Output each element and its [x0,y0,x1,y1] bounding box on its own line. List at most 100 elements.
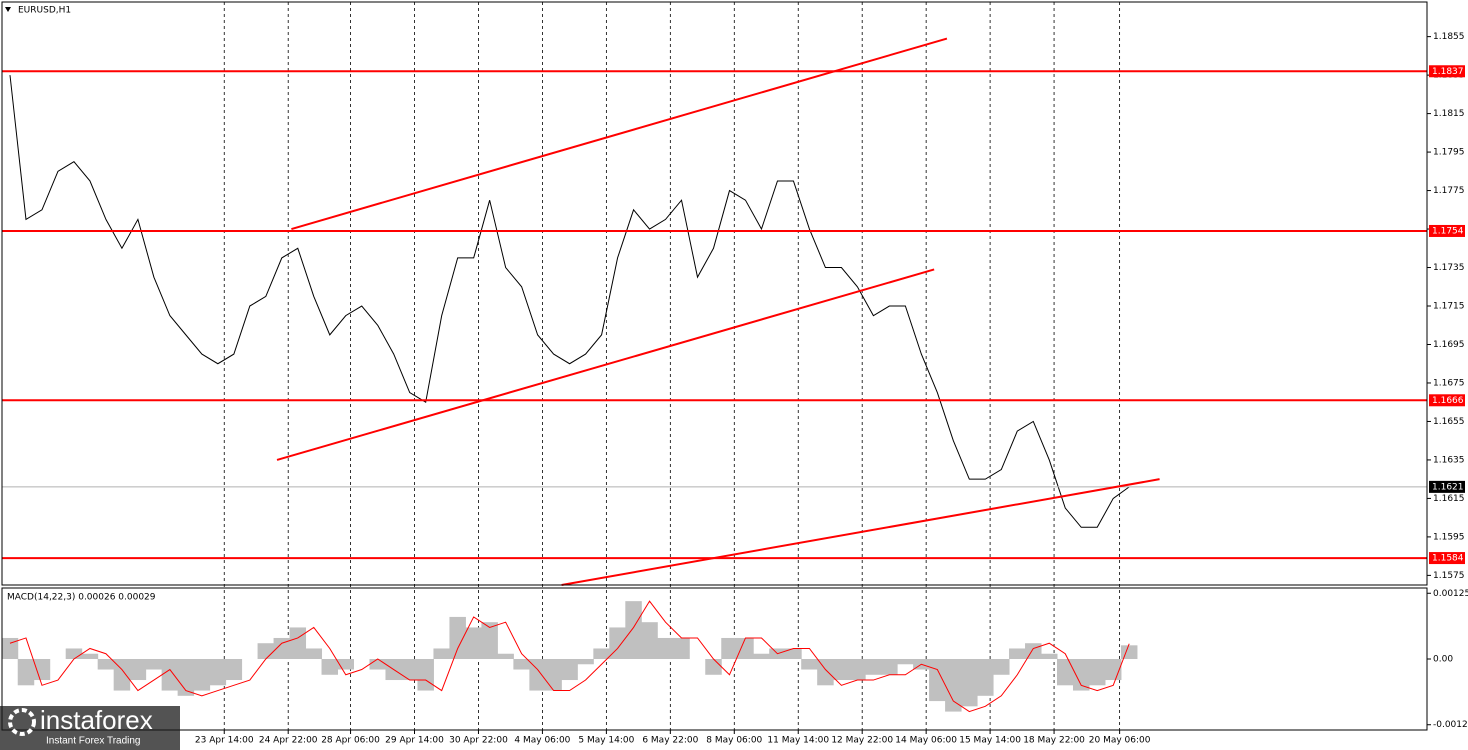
macd-bar [1041,653,1058,659]
y-tick-label: 1.1715 [1433,302,1465,312]
macd-bar [305,648,323,659]
macd-bar [433,648,450,659]
macd-bar [1057,659,1074,686]
macd-bar [1025,643,1042,659]
y-tick-label: 1.1695 [1433,340,1465,350]
macd-bar [513,659,530,670]
macd-bar [881,659,898,675]
level-box [1429,394,1465,407]
macd-bar [401,659,418,681]
trend-line [276,268,935,461]
x-tick-label: 20 May 06:00 [1089,736,1151,746]
chart-title: EURUSD,H1 [18,6,71,16]
macd-bar [193,659,211,691]
y-tick-label: 1.1735 [1433,263,1465,273]
y-tick-label: 1.1775 [1433,186,1465,196]
macd-bar [545,659,562,691]
y-tick-label: 1.1635 [1433,455,1465,465]
x-tick-label: 5 May 14:00 [578,736,634,746]
macd-bar [609,627,626,659]
macd-bar [657,637,674,659]
macd-bar [225,659,243,681]
macd-bar [865,659,882,675]
macd-bar [321,659,339,675]
macd-bar [529,659,546,691]
macd-bar [1088,659,1106,686]
macd-bar [1120,645,1138,659]
level-box [1429,224,1465,237]
y-tick-label: 1.1795 [1433,148,1465,158]
grid-layer [223,2,1121,730]
watermark: instaforex Instant Forex Trading [0,705,180,750]
y-tick-label: 1.1655 [1433,417,1465,427]
macd-bar [97,659,115,670]
x-tick-label: 24 Apr 22:00 [259,736,318,746]
level-label: 1.1584 [1432,554,1464,564]
macd-bar [33,659,51,681]
current-price-label: 1.1621 [1432,482,1464,492]
macd-bar [449,616,466,659]
macd-bar [641,622,658,659]
trend-line [291,37,948,231]
macd-bar [817,659,834,686]
macd-bar [1,637,19,659]
x-tick-label: 8 May 06:00 [706,736,762,746]
macd-bar [65,648,83,659]
macd-bar [337,659,355,670]
macd-bar [497,653,514,659]
current-price-box [1429,480,1465,493]
macd-bar [897,659,914,665]
x-tick-label: 14 May 06:00 [895,736,957,746]
y-tick-label: -0.00125 [1433,720,1468,730]
macd-bar [1009,648,1026,659]
x-tick-label: 18 May 22:00 [1023,736,1085,746]
y-tick-label: 1.1575 [1433,571,1465,581]
macd-bar [785,648,802,659]
macd-bar [417,659,434,691]
macd-bar [17,659,35,686]
watermark-tagline: Instant Forex Trading [46,736,141,747]
macd-bar [625,601,642,659]
macd-bar [209,659,227,686]
macd-bar [849,659,866,681]
y-tick-label: 1.1815 [1433,109,1465,119]
macd-bar [161,659,179,691]
title-marker [5,7,11,12]
macd-bar [993,659,1010,675]
level-label: 1.1837 [1432,67,1464,77]
macd-bar [929,659,946,702]
y-tick-label: 0.00 [1433,655,1453,665]
macd-bar [289,627,307,659]
macd-bar [801,659,818,670]
x-tick-label: 28 Apr 06:00 [321,736,380,746]
price-panel-frame [1,1,1428,586]
macd-bar [961,659,978,707]
macd-bar [129,659,147,681]
x-tick-label: 6 May 22:00 [642,736,698,746]
macd-bar [721,637,738,659]
x-tick-label: 11 May 14:00 [767,736,829,746]
y-tick-label: 1.1595 [1433,532,1465,542]
level-label: 1.1754 [1432,226,1464,236]
y-tick-label: 0.00125 [1433,589,1468,599]
macd-bar [1072,659,1090,691]
macd-bar [753,653,770,659]
macd-bar [481,622,498,659]
macd-bar [705,659,722,675]
macd-bar [945,659,962,712]
macd-title: MACD(14,22,3) 0.00026 0.00029 [7,593,156,603]
macd-bar [833,659,850,681]
y-tick-label: 1.1855 [1433,32,1465,42]
macd-bar [465,627,482,659]
macd-bar [81,653,99,659]
macd-bar [257,643,275,659]
x-tick-label: 4 May 06:00 [514,736,570,746]
x-tick-label: 30 Apr 22:00 [449,736,508,746]
x-tick-label: 29 Apr 14:00 [385,736,444,746]
macd-bar [369,659,386,670]
macd-bar [593,648,610,659]
macd-bar [113,659,131,691]
watermark-brand: instaforex [40,705,153,735]
x-tick-label: 12 May 22:00 [831,736,893,746]
